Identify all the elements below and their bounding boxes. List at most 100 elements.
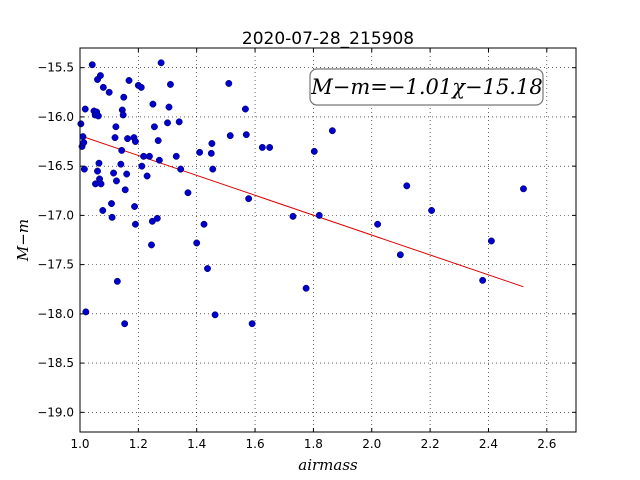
y-tick-label: −18.0 xyxy=(37,307,74,321)
data-point xyxy=(99,207,107,214)
data-point xyxy=(137,83,145,91)
y-tick-label: −17.0 xyxy=(37,208,74,222)
data-point xyxy=(289,212,297,220)
data-point xyxy=(225,79,233,87)
data-point xyxy=(302,284,310,292)
data-point xyxy=(241,105,249,113)
data-point xyxy=(108,200,115,208)
data-point xyxy=(94,112,102,120)
data-point xyxy=(428,207,436,214)
x-tick-label: 2.0 xyxy=(362,437,381,451)
data-point xyxy=(105,88,113,96)
data-point xyxy=(95,159,103,167)
data-point xyxy=(125,77,133,84)
data-point xyxy=(196,148,204,156)
data-point xyxy=(200,220,208,228)
data-point xyxy=(374,220,382,228)
y-tick-label: −18.5 xyxy=(37,356,74,370)
data-point xyxy=(121,320,129,328)
fit-line xyxy=(79,135,524,288)
x-tick-label: 1.2 xyxy=(129,437,148,451)
data-point xyxy=(131,203,139,210)
data-point xyxy=(165,103,173,111)
data-point xyxy=(208,140,216,147)
data-point xyxy=(175,118,183,126)
x-tick-label: 1.4 xyxy=(187,437,206,451)
equation-box: M−m=−1.01χ−15.18 xyxy=(309,68,544,106)
x-tick-label: 1.8 xyxy=(304,437,323,451)
y-tick-label: −19.0 xyxy=(37,405,74,419)
data-point xyxy=(211,311,219,319)
data-point xyxy=(138,162,146,170)
data-point xyxy=(177,165,185,173)
y-tick-labels: −15.5 −16.0 −16.5 −17.0 −17.5 −18.0 −18.5 −19.0 xyxy=(37,61,74,420)
data-point xyxy=(310,147,318,155)
data-point xyxy=(108,213,116,221)
x-tick-label: 2.4 xyxy=(479,437,498,451)
data-point xyxy=(81,105,89,113)
data-point xyxy=(266,143,274,151)
x-axis-label: airmass xyxy=(298,456,358,474)
data-point xyxy=(124,135,132,143)
data-point xyxy=(131,138,139,145)
data-point xyxy=(520,185,527,193)
x-tick-label: 1.0 xyxy=(70,437,89,451)
data-point xyxy=(99,83,107,91)
data-point xyxy=(117,160,125,168)
y-tick-label: −17.5 xyxy=(37,258,74,272)
data-point xyxy=(119,111,127,119)
y-tick-label: −16.5 xyxy=(37,159,74,173)
data-point xyxy=(112,123,120,131)
data-point xyxy=(164,119,171,127)
data-point xyxy=(172,152,180,160)
ticks xyxy=(79,48,576,432)
data-point xyxy=(258,143,266,151)
data-point xyxy=(121,186,129,194)
data-point xyxy=(145,152,153,160)
plot-area xyxy=(77,47,577,433)
data-point xyxy=(403,182,411,190)
data-point xyxy=(80,165,88,173)
data-point xyxy=(111,134,119,142)
chart-title: 2020-07-28_215908 xyxy=(242,29,414,49)
x-tick-labels: 1.0 1.2 1.4 1.6 1.8 2.0 2.2 2.4 2.6 xyxy=(70,437,556,451)
equation-text: M−m=−1.01χ−15.18 xyxy=(310,75,542,99)
data-point xyxy=(479,276,487,284)
x-tick-label: 2.6 xyxy=(537,437,556,451)
data-point xyxy=(148,241,155,249)
data-point xyxy=(487,237,495,245)
data-point xyxy=(96,72,104,80)
data-point xyxy=(113,177,120,185)
data-point xyxy=(315,211,323,219)
data-point xyxy=(154,137,162,145)
data-point xyxy=(77,120,85,128)
data-point xyxy=(82,308,90,316)
data-point xyxy=(248,320,256,328)
data-point xyxy=(245,195,253,203)
data-point xyxy=(166,80,174,88)
equation-box-frame xyxy=(309,68,544,106)
x-tick-label: 2.2 xyxy=(421,437,440,451)
plot-frame xyxy=(79,47,577,433)
fit-line-group xyxy=(79,135,524,288)
data-point xyxy=(110,169,118,177)
data-point xyxy=(193,239,201,247)
data-point xyxy=(155,156,163,164)
x-tick-label: 1.6 xyxy=(246,437,265,451)
data-point xyxy=(97,180,105,188)
y-axis-label: M−m xyxy=(14,219,32,262)
y-tick-label: −15.5 xyxy=(37,61,74,75)
data-point xyxy=(94,167,101,175)
data-point xyxy=(88,61,96,69)
data-point xyxy=(184,189,192,197)
data-point xyxy=(150,123,158,131)
data-point xyxy=(328,127,336,135)
data-point xyxy=(242,131,250,139)
data-point xyxy=(396,251,404,259)
data-point xyxy=(118,146,126,154)
y-tick-label: −16.0 xyxy=(37,110,74,124)
data-point xyxy=(80,139,88,146)
data-point xyxy=(123,170,131,178)
data-point xyxy=(209,165,217,173)
